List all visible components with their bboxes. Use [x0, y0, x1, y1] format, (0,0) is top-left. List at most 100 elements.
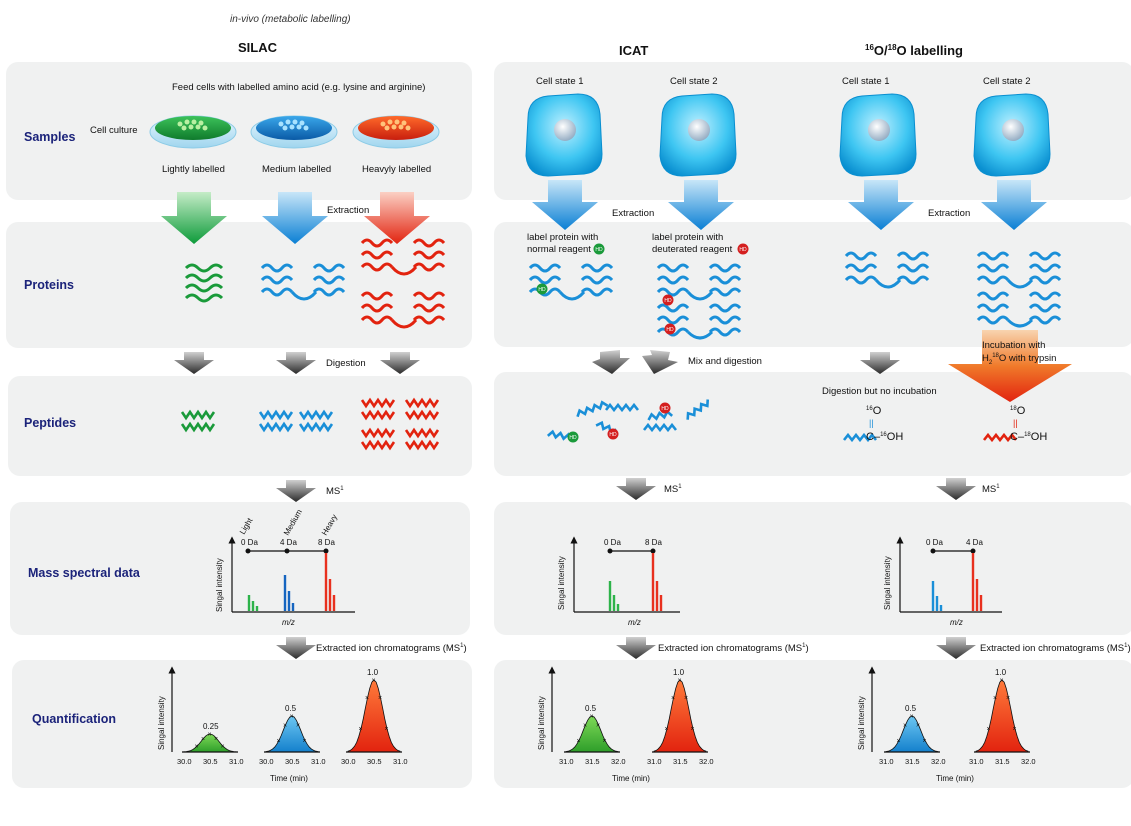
arrow-green: [161, 192, 227, 244]
arrow-blue: [262, 192, 328, 244]
silac-digest-arrow-1: [174, 352, 214, 374]
silac-quant: Singal intensity Time (min) ×××××0.2530.…: [157, 666, 408, 783]
silac-da-0: 0 Da: [241, 538, 258, 547]
o18-16-sup: 16: [866, 406, 873, 412]
o18-end: O labelling: [897, 43, 964, 58]
peak-marker: ×: [296, 722, 300, 729]
o18-16-c: C: [866, 431, 874, 443]
tag-hd-6: HD: [659, 402, 671, 414]
silac-protein-blue: [260, 263, 346, 301]
peak-value-label: 1.0: [673, 668, 685, 677]
peak-marker: ×: [201, 736, 205, 743]
o18-18-ohsup: 18: [1024, 432, 1031, 438]
peak-marker: ×: [378, 695, 382, 702]
peak-marker: ×: [359, 726, 363, 733]
icat-extraction-label: Extraction: [612, 208, 654, 219]
o18-18-sup: 18: [1010, 406, 1017, 412]
o18-incub-sub: 2: [989, 360, 993, 366]
peak-marker: ×: [678, 678, 682, 685]
icat-xic-arrow: [616, 637, 656, 659]
silac-digestion-label: Digestion: [326, 358, 366, 369]
o18-18-oh: OH: [1031, 431, 1048, 443]
silac-protein-green: [184, 263, 224, 303]
tag-hd-7: HD: [567, 431, 579, 443]
icat-spec-xlabel: m/z: [628, 618, 641, 627]
svg-text:18O: 18O: [1010, 405, 1026, 417]
right-panel-mass: [494, 502, 1131, 635]
tag-hd-4: HD: [662, 294, 674, 306]
silac-protein-red-1: [360, 238, 446, 276]
quant-tick-label: 32.0: [1021, 757, 1036, 766]
peak-marker: ×: [684, 695, 688, 702]
o18-quant-xlabel: Time (min): [936, 774, 974, 783]
quant-tick-label: 31.0: [229, 757, 244, 766]
peak-marker: ×: [221, 744, 225, 751]
o18-incub-tail: O with trypsin: [999, 353, 1057, 364]
quant-tick-label: 31.0: [559, 757, 574, 766]
peak-marker: ×: [1013, 726, 1017, 733]
svg-text:||: ||: [869, 418, 874, 428]
icat-label1a: label protein with: [527, 232, 598, 243]
quant-tick-label: 31.5: [673, 757, 688, 766]
svg-text:||: ||: [1013, 418, 1018, 428]
peak-marker: ×: [583, 722, 587, 729]
silac-ms1-label: MS1: [326, 486, 344, 497]
quant-tick-label: 32.0: [699, 757, 714, 766]
quant-tick-label: 30.5: [203, 757, 218, 766]
o18-incub-h: H: [982, 353, 989, 364]
arrow-red: [364, 192, 430, 244]
o18-quant-ylabel: Singal intensity: [857, 696, 866, 750]
icat-da-0: 0 Da: [604, 538, 621, 547]
icat-spec-ylabel: Singal intensity: [557, 556, 566, 610]
icat-da-8: 8 Da: [645, 538, 662, 547]
o18-16-ohsup: 16: [880, 432, 887, 438]
silac-feed-text: Feed cells with labelled amino acid (e.g…: [172, 82, 425, 93]
o18-18-c: C: [1010, 431, 1018, 443]
icat-mix-arrow-1: [592, 350, 630, 374]
o18-ms1-text: MS: [982, 484, 996, 495]
o18-incub-2: H218O with trypsin: [982, 353, 1056, 366]
row-label-mass: Mass spectral data: [28, 566, 141, 580]
tag-hd-1-text: HD: [595, 247, 603, 253]
invivo-label: in-vivo (metabolic labelling): [230, 14, 351, 25]
icat-mix-label: Mix and digestion: [688, 356, 762, 367]
icat-title: ICAT: [619, 43, 648, 58]
peak-marker: ×: [590, 714, 594, 721]
quant-tick-label: 30.0: [177, 757, 192, 766]
o18-ms1-label: MS1: [982, 484, 1000, 495]
peak-marker: ×: [577, 738, 581, 745]
chromatogram-peak: [653, 679, 707, 753]
o18-spec-xlabel: m/z: [950, 618, 963, 627]
icat-label2a: label protein with: [652, 232, 723, 243]
peak-marker: ×: [665, 726, 669, 733]
chromatogram-peak: [885, 715, 939, 753]
quant-tick-label: 32.0: [931, 757, 946, 766]
tag-hd-4-text: HD: [664, 298, 672, 304]
o18-cell-2: [973, 93, 1051, 177]
peak-marker: ×: [916, 722, 920, 729]
quant-tick-label: 30.0: [259, 757, 274, 766]
chromatogram-peak: [265, 715, 319, 753]
tag-hd-3-text: HD: [538, 287, 546, 293]
dish-heavy: [352, 115, 440, 149]
quant-tick-label: 30.5: [285, 757, 300, 766]
peak-marker: ×: [303, 738, 307, 745]
silac-title: SILAC: [238, 40, 278, 55]
silac-xic-arrow: [276, 637, 316, 659]
quant-tick-label: 31.0: [647, 757, 662, 766]
icat-label1b: normal reagent: [527, 244, 591, 255]
o18-incub-1: Incubation with: [982, 340, 1045, 351]
peak-marker: ×: [283, 722, 287, 729]
o18-ms1-arrow: [936, 478, 976, 500]
peak-marker: ×: [903, 722, 907, 729]
quant-tick-label: 31.0: [393, 757, 408, 766]
silac-xic-text: Extracted ion chromatograms (MS: [316, 643, 460, 654]
silac-heavy-label: Heavyly labelled: [362, 164, 431, 175]
icat-xic-text: Extracted ion chromatograms (MS: [658, 643, 802, 654]
right-panel-samples: [494, 62, 1131, 200]
silac-ms1-text: MS: [326, 486, 340, 497]
silac-digest-arrow-3: [380, 352, 420, 374]
silac-panel-quant: [12, 660, 472, 788]
o18-arrow-2: [981, 180, 1047, 230]
panels: [6, 62, 1131, 788]
